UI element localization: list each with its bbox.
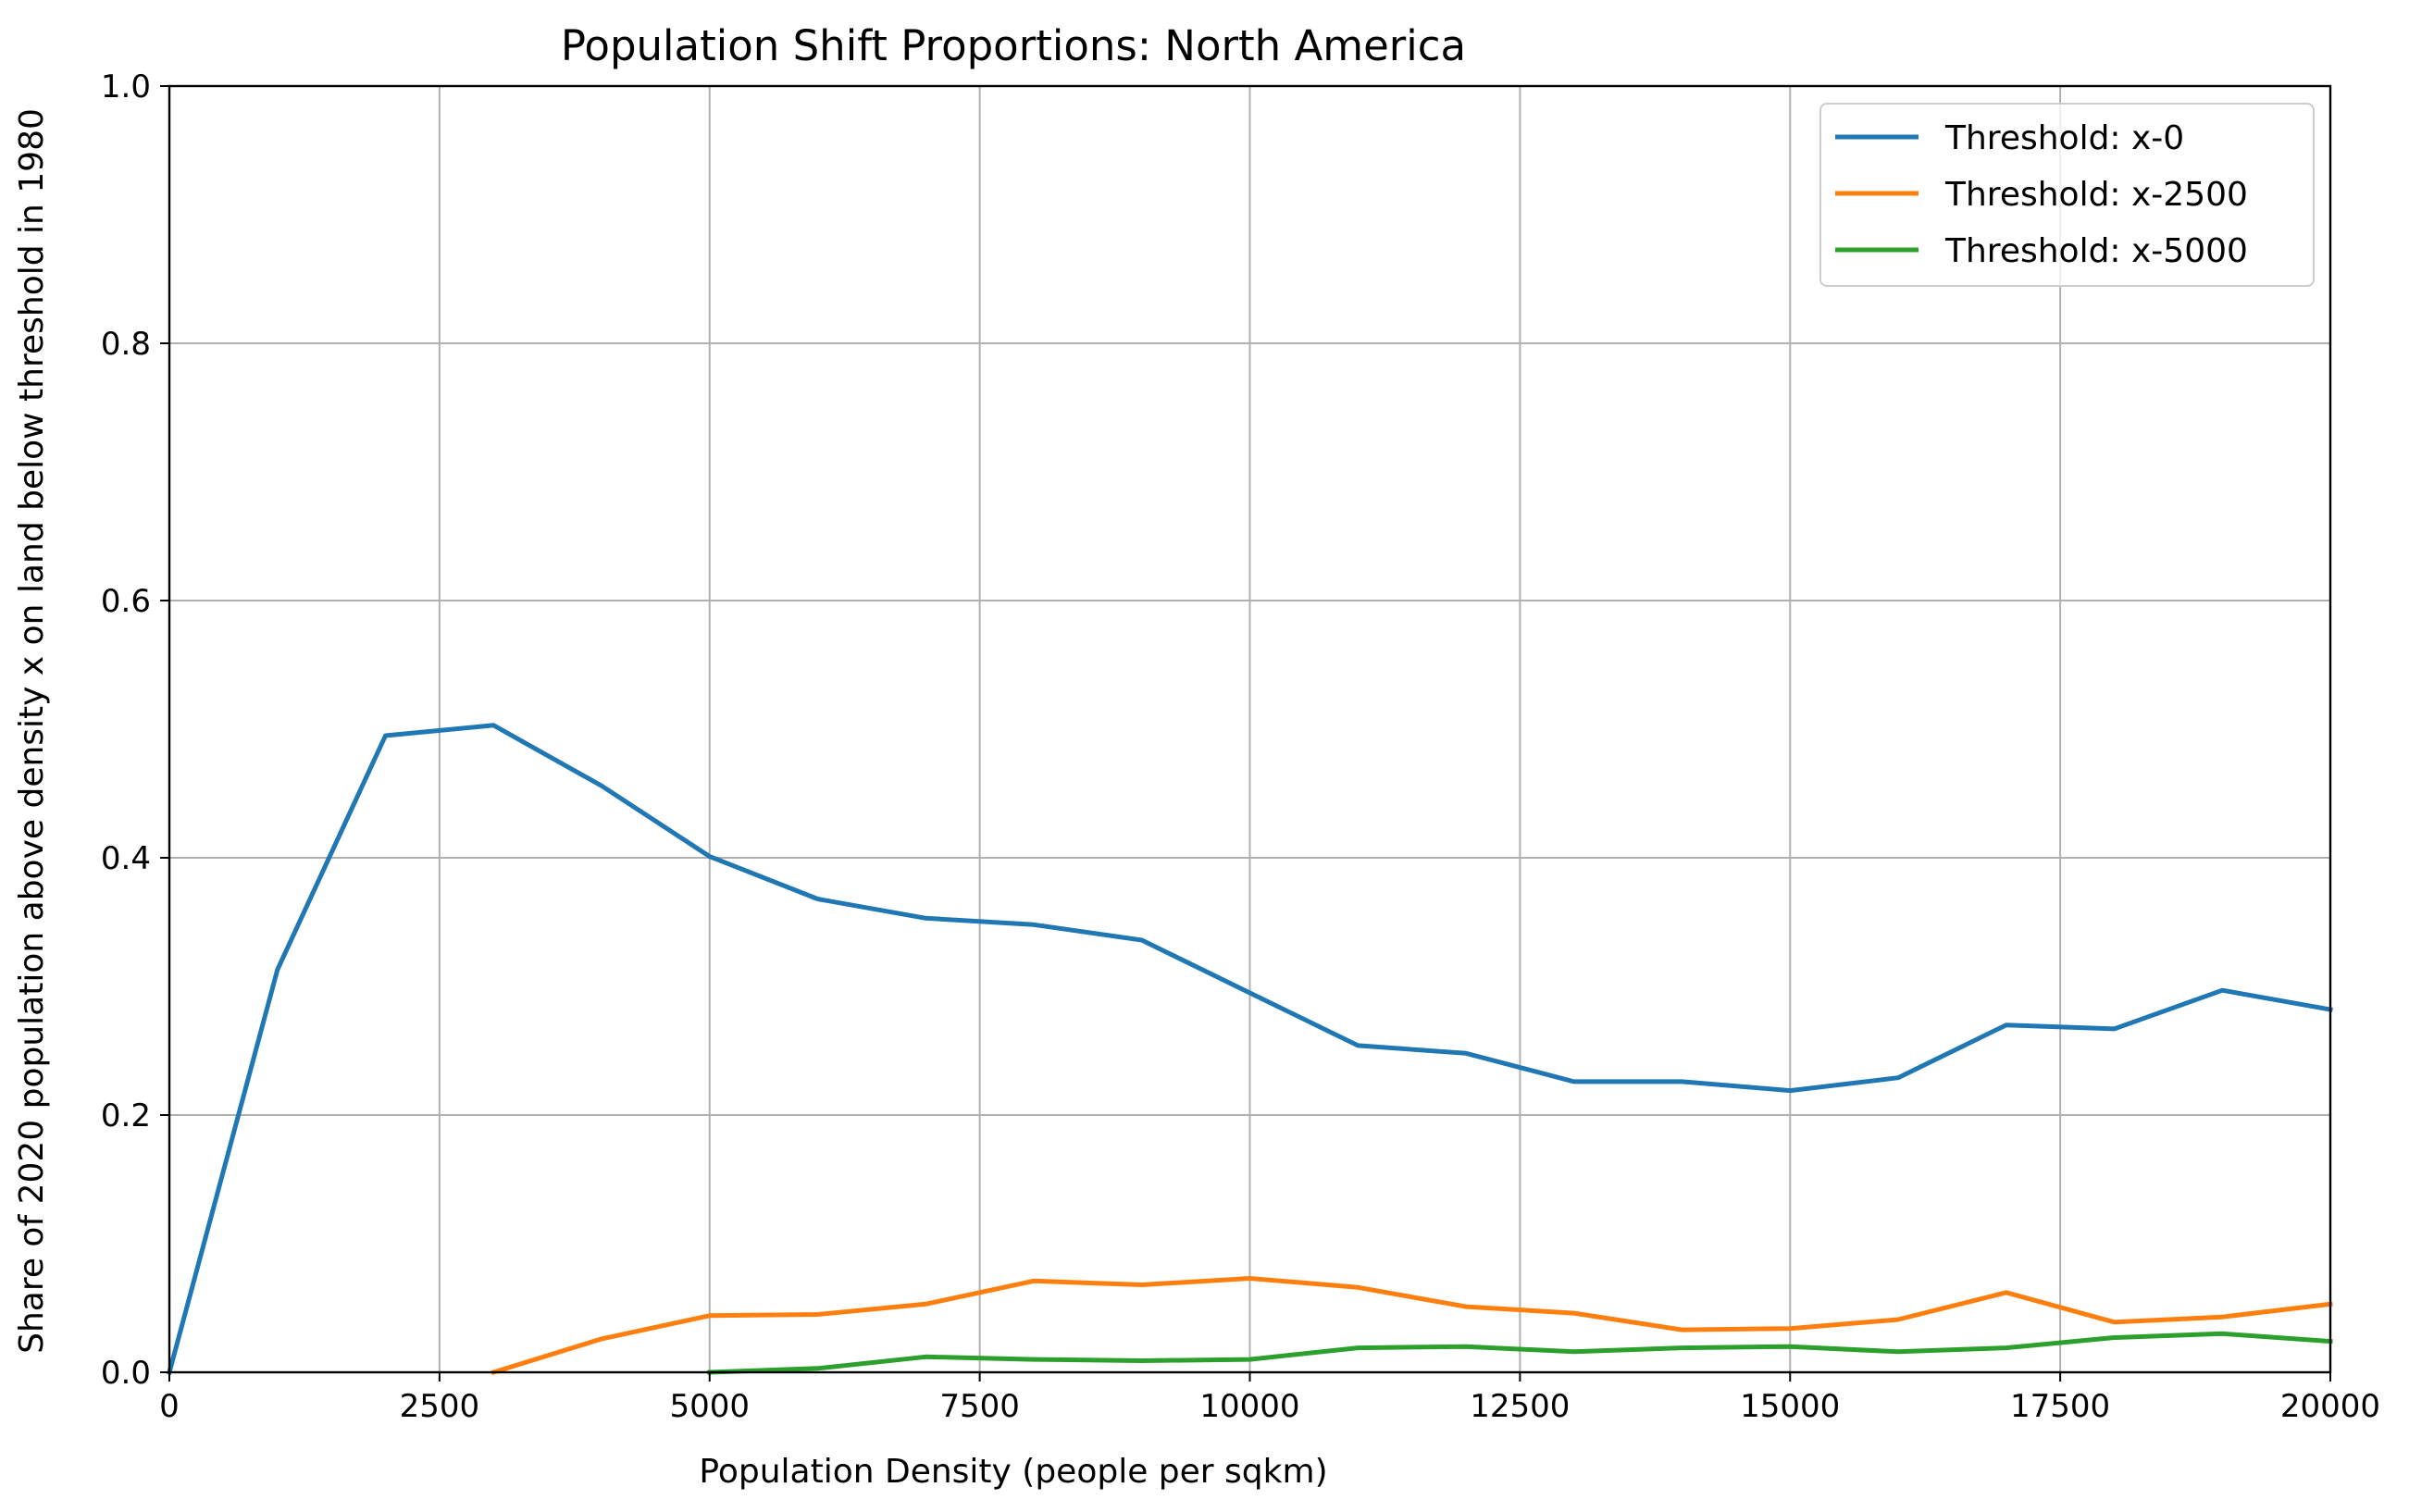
series-line-1 — [490, 1276, 2333, 1376]
x-tick-label: 2500 — [400, 1388, 480, 1425]
legend-box — [1819, 103, 2315, 287]
legend-label-0: Threshold: x-0 — [1944, 119, 2184, 157]
legend-label-1: Threshold: x-2500 — [1944, 176, 2248, 214]
series-lines — [166, 723, 2333, 1376]
x-tick-label: 0 — [159, 1388, 180, 1425]
series-line-2 — [707, 1331, 2333, 1375]
y-tick-label: 0.6 — [101, 583, 151, 620]
y-tick-label: 1.0 — [101, 68, 151, 105]
x-axis: 0 2500 5000 7500 10000 12500 15000 17500 20000 — [159, 1372, 2380, 1425]
x-tick-label: 17500 — [2010, 1388, 2110, 1425]
x-tick-label: 10000 — [1199, 1388, 1299, 1425]
x-tick-label: 5000 — [669, 1388, 750, 1425]
y-axis: 0.0 0.2 0.4 0.6 0.8 1.0 — [101, 68, 169, 1392]
x-tick-label: 20000 — [2280, 1388, 2380, 1425]
y-tick-label: 0.8 — [101, 326, 151, 363]
series-line-0 — [166, 723, 2333, 1376]
y-tick-label: 0.0 — [101, 1355, 151, 1392]
x-axis-title: Population Density (people per sqkm) — [699, 1453, 1327, 1491]
legend: Threshold: x-0 Threshold: x-2500 Threshold… — [1819, 103, 2315, 287]
y-axis-title: Share of 2020 population above density x… — [13, 108, 51, 1354]
legend-label-2: Threshold: x-5000 — [1944, 232, 2248, 270]
y-tick-label: 0.4 — [101, 840, 151, 877]
x-tick-label: 15000 — [1740, 1388, 1840, 1425]
x-tick-label: 7500 — [939, 1388, 1020, 1425]
chart-title: Population Shift Proportions: North Amer… — [561, 21, 1466, 70]
y-tick-label: 0.2 — [101, 1097, 151, 1134]
x-tick-label: 12500 — [1470, 1388, 1570, 1425]
